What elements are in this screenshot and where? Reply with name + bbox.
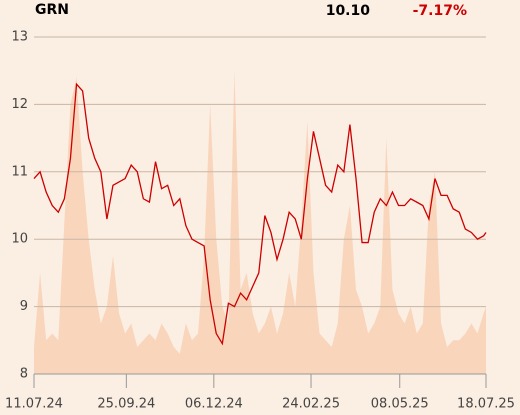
- x-tick-label: 25.09.24: [97, 397, 155, 412]
- x-tick-label: 06.12.24: [185, 397, 243, 412]
- x-tick-label: 11.07.24: [5, 397, 63, 412]
- y-tick-label: 13: [11, 30, 28, 45]
- y-tick-label: 10: [11, 232, 28, 247]
- y-tick-label: 12: [11, 97, 28, 112]
- y-tick-label: 8: [20, 367, 28, 382]
- volume-area: [34, 70, 486, 374]
- y-tick-label: 9: [20, 299, 28, 314]
- y-tick-label: 11: [11, 164, 28, 179]
- price-line: [33, 82, 487, 346]
- price-change: -7.17%: [413, 3, 467, 19]
- x-tick-label: 24.02.25: [282, 397, 340, 412]
- ticker: GRN: [35, 2, 69, 18]
- last-price: 10.10: [326, 3, 371, 19]
- x-tick-label: 08.05.25: [371, 397, 429, 412]
- x-tick-label: 18.07.25: [457, 397, 515, 412]
